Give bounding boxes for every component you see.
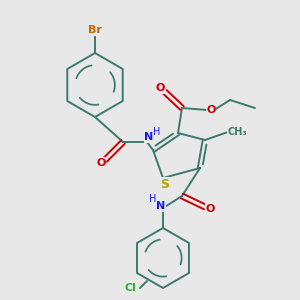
Text: N: N: [156, 201, 166, 211]
Text: O: O: [155, 83, 165, 93]
Text: S: S: [160, 178, 169, 190]
Text: O: O: [96, 158, 106, 168]
Text: H: H: [149, 194, 157, 204]
Text: O: O: [205, 204, 215, 214]
Text: Cl: Cl: [124, 283, 136, 293]
Text: CH₃: CH₃: [227, 127, 247, 137]
Text: Br: Br: [88, 25, 102, 35]
Text: N: N: [144, 132, 154, 142]
Text: H: H: [153, 127, 161, 137]
Text: O: O: [206, 105, 216, 115]
